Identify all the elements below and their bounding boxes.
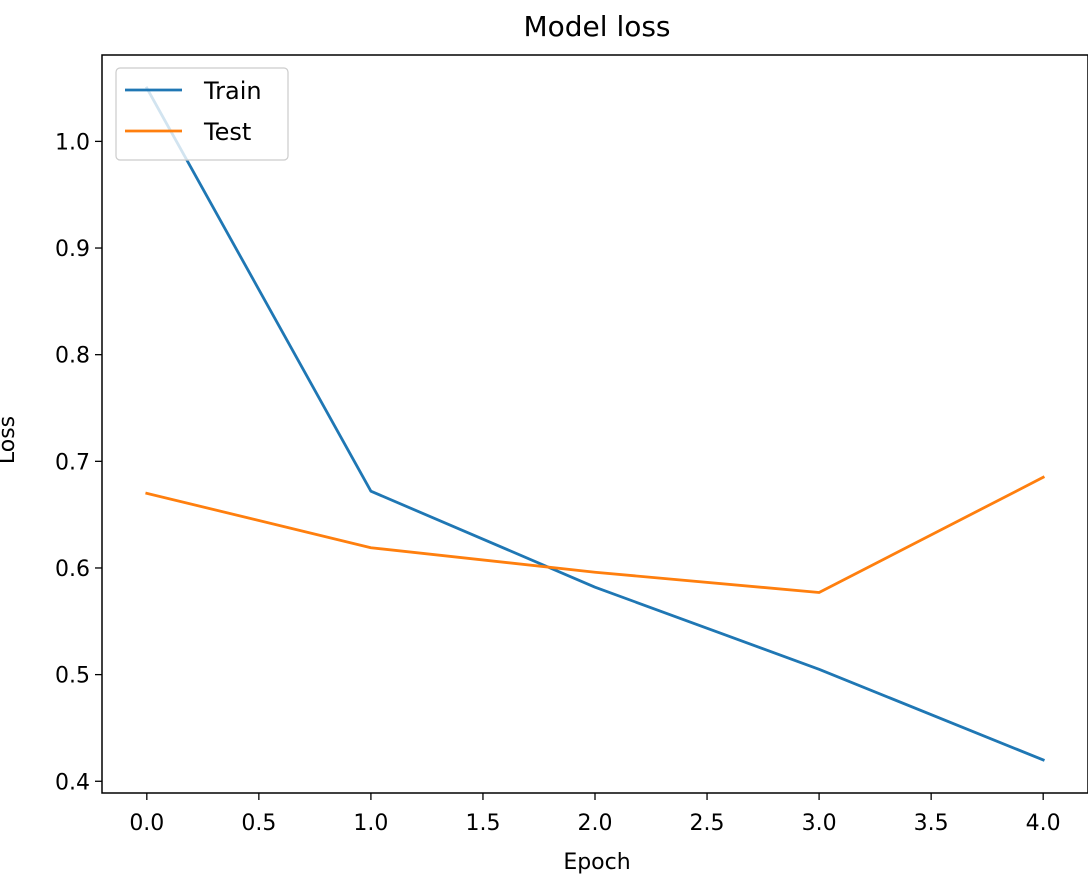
plot-area: 0.0 0.5 1.0 1.5 2.0 2.5 3.0 3.5 4.0 0.4 0.5 0.6 0.7… bbox=[55, 55, 1088, 836]
series-line-test bbox=[147, 477, 1043, 592]
x-axis-ticks: 0.0 0.5 1.0 1.5 2.0 2.5 3.0 3.5 4.0 bbox=[129, 793, 1060, 836]
axes-frame bbox=[102, 55, 1088, 793]
x-axis-label: Epoch bbox=[563, 850, 630, 875]
y-tick-label: 0.5 bbox=[55, 664, 90, 689]
x-tick-label: 0.0 bbox=[129, 811, 164, 836]
legend-box bbox=[116, 68, 288, 160]
x-tick-label: 0.5 bbox=[241, 811, 276, 836]
y-tick-label: 0.6 bbox=[55, 557, 90, 582]
y-tick-label: 0.9 bbox=[55, 237, 90, 262]
legend-label-train: Train bbox=[203, 77, 262, 105]
x-tick-label: 2.5 bbox=[690, 811, 725, 836]
y-tick-label: 0.8 bbox=[55, 344, 90, 369]
y-tick-label: 0.4 bbox=[55, 770, 90, 795]
y-axis-ticks: 0.4 0.5 0.6 0.7 0.8 0.9 1.0 bbox=[55, 130, 102, 795]
x-tick-label: 1.5 bbox=[465, 811, 500, 836]
x-tick-label: 3.5 bbox=[914, 811, 949, 836]
legend: Train Test bbox=[116, 68, 288, 160]
series-line-train bbox=[147, 88, 1043, 760]
legend-label-test: Test bbox=[203, 118, 251, 146]
y-axis-label: Loss bbox=[0, 416, 20, 464]
x-tick-label: 3.0 bbox=[802, 811, 837, 836]
chart-title: Model loss bbox=[523, 10, 670, 43]
y-tick-label: 1.0 bbox=[55, 130, 90, 155]
x-tick-label: 1.0 bbox=[353, 811, 388, 836]
series-lines bbox=[147, 88, 1043, 760]
x-tick-label: 2.0 bbox=[578, 811, 613, 836]
y-tick-label: 0.7 bbox=[55, 450, 90, 475]
x-tick-label: 4.0 bbox=[1026, 811, 1061, 836]
